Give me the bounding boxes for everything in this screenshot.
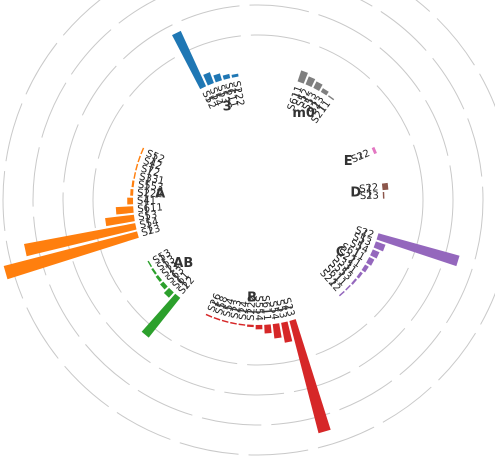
bar-label-3-4: S222 bbox=[230, 80, 245, 107]
bar-3-4 bbox=[231, 73, 239, 78]
group-label-A: A bbox=[155, 187, 165, 202]
group-arcs-layer: m0 E D C B AB A 3 bbox=[145, 88, 371, 313]
group-arc-D bbox=[368, 185, 371, 199]
grid-ring-1 bbox=[92, 34, 424, 366]
group-arc-AB bbox=[159, 254, 189, 289]
bar-label-A-6: S553 bbox=[137, 180, 164, 194]
labels-layer: S611S52S53S23S211S22S22S23S22S53S54S611S… bbox=[137, 80, 379, 321]
bar-3-3 bbox=[222, 73, 231, 80]
group-arc-A bbox=[145, 153, 157, 234]
bar-A-4 bbox=[127, 197, 134, 205]
bar-B-6 bbox=[238, 323, 246, 326]
group-arc-C bbox=[330, 229, 367, 286]
bar-C-4 bbox=[361, 264, 369, 273]
group-label-D: D bbox=[350, 185, 361, 200]
group-arc-3 bbox=[205, 88, 241, 102]
bar-C-5 bbox=[356, 271, 363, 279]
bar-A-8 bbox=[135, 163, 139, 171]
bar-C-6 bbox=[351, 278, 358, 285]
bar-B-3 bbox=[264, 324, 272, 334]
bar-D-1 bbox=[382, 191, 385, 199]
bar-B-2 bbox=[272, 323, 282, 339]
group-arc-B bbox=[211, 301, 292, 313]
bar-A-9 bbox=[137, 155, 141, 163]
bar-B-9 bbox=[213, 317, 221, 321]
bar-3-1 bbox=[203, 72, 214, 86]
group-label-3: 3 bbox=[223, 99, 232, 114]
group-arc-E bbox=[359, 153, 363, 160]
bar-C-2 bbox=[370, 249, 380, 259]
bar-AB-0 bbox=[141, 293, 181, 338]
bar-label-A-5: S222 bbox=[137, 188, 163, 201]
bar-A-1 bbox=[24, 223, 137, 257]
bar-label-B-5: S222 bbox=[246, 295, 259, 321]
bar-B-4 bbox=[255, 324, 263, 330]
bar-m0-4 bbox=[327, 95, 335, 101]
bar-m0-3 bbox=[320, 88, 329, 96]
bar-D-0 bbox=[381, 182, 389, 191]
bar-AB-5 bbox=[147, 260, 153, 268]
group-label-m0: m0 bbox=[292, 106, 315, 121]
bars-layer bbox=[3, 30, 460, 434]
bar-A-5 bbox=[130, 188, 134, 196]
group-arc-m0 bbox=[293, 93, 326, 112]
bar-C-3 bbox=[366, 257, 375, 266]
bar-A-6 bbox=[131, 180, 135, 188]
bar-E-0 bbox=[371, 146, 377, 155]
bar-3-0 bbox=[172, 30, 207, 90]
bar-C-7 bbox=[345, 284, 351, 291]
bar-AB-3 bbox=[155, 274, 163, 282]
bar-C-8 bbox=[338, 290, 345, 297]
grid-rings bbox=[2, 0, 495, 456]
bar-AB-4 bbox=[151, 267, 157, 275]
bar-label-A-3: S611 bbox=[137, 202, 163, 215]
bar-label-B-3: S611 bbox=[259, 295, 272, 321]
bar-label-A-7: S331 bbox=[138, 171, 165, 187]
bar-B-5 bbox=[247, 324, 254, 328]
bar-C-1 bbox=[373, 241, 386, 252]
bar-C-0 bbox=[376, 233, 460, 267]
group-label-E: E bbox=[344, 154, 353, 169]
bar-B-10 bbox=[205, 313, 213, 318]
bar-m0-0 bbox=[297, 70, 308, 84]
bar-B-0 bbox=[289, 319, 331, 434]
bar-A-2 bbox=[105, 214, 135, 227]
bar-B-1 bbox=[281, 321, 293, 343]
bar-A-3 bbox=[115, 206, 134, 215]
bar-m0-2 bbox=[313, 81, 323, 91]
bar-m0-1 bbox=[305, 76, 316, 88]
group-label-B: B bbox=[247, 290, 257, 305]
group-label-C: C bbox=[336, 245, 346, 260]
bar-3-2 bbox=[213, 73, 222, 83]
group-label-AB: AB bbox=[173, 256, 193, 271]
grid-ring-2 bbox=[62, 4, 454, 396]
bar-label-B-4: S554 bbox=[253, 296, 264, 322]
bar-A-7 bbox=[133, 172, 137, 179]
bar-A-0 bbox=[3, 231, 139, 280]
grid-ring-4 bbox=[2, 0, 495, 456]
grid-ring-3 bbox=[32, 0, 484, 426]
bar-AB-1 bbox=[163, 287, 174, 298]
bar-AB-2 bbox=[160, 281, 168, 290]
bar-A-10 bbox=[140, 147, 145, 155]
bar-B-8 bbox=[221, 319, 229, 323]
bar-B-7 bbox=[230, 321, 237, 325]
